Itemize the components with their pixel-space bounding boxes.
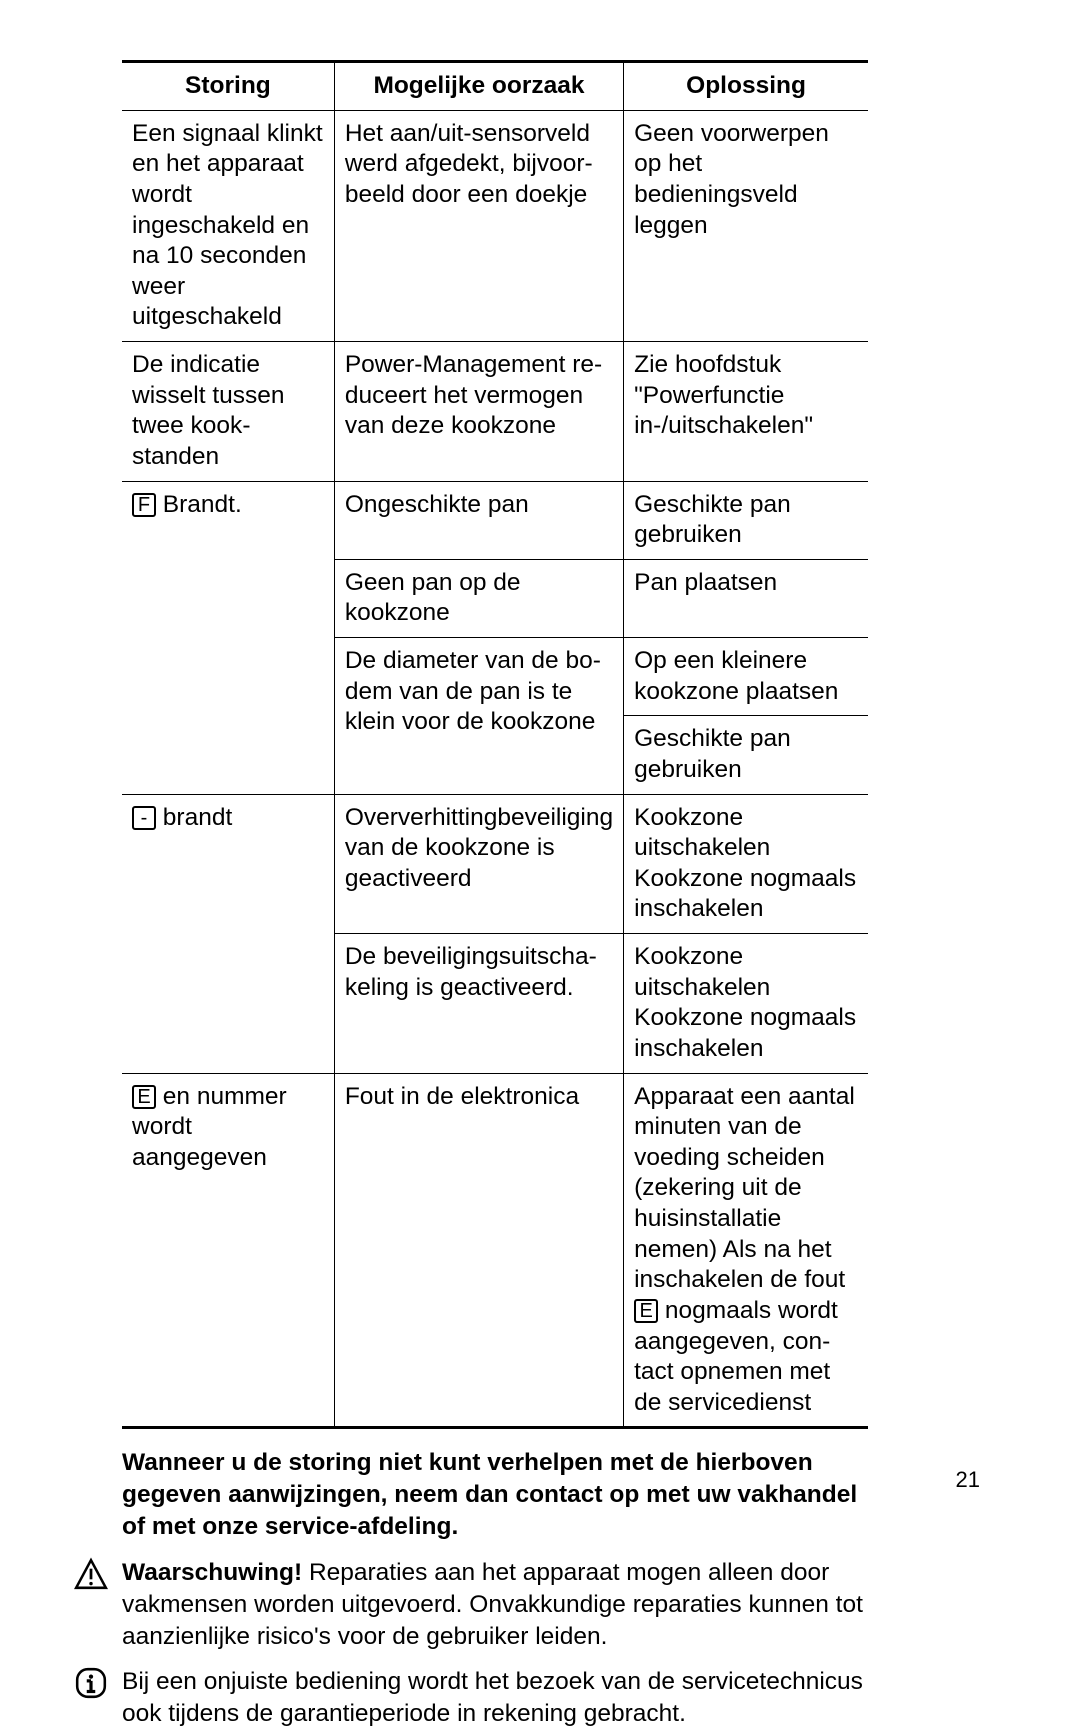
info-text: Bij een onjuiste bediening wordt het bez…	[122, 1666, 868, 1730]
info-roundedrect-icon	[74, 1666, 108, 1700]
cell-storing: E en nummer wordt aangegeven	[122, 1073, 334, 1428]
warning-label: Waarschuwing!	[122, 1559, 302, 1586]
symbol-e-icon: E	[132, 1085, 156, 1109]
oplossing-post: nogmaals wordt aangegeven, con­tact opne…	[634, 1297, 838, 1416]
cell-oorzaak: Geen pan op de kookzo­ne	[334, 559, 623, 637]
warning-note: Waarschuwing! Reparaties aan het apparaa…	[122, 1557, 868, 1653]
cell-storing: De indicatie wisselt tussen twee kook­st…	[122, 342, 334, 482]
cell-oorzaak: Fout in de elektronica	[334, 1073, 623, 1428]
cell-oplossing: Op een kleinere kookzo­ne plaatsen	[624, 638, 868, 716]
table-row: - brandt Oververhittingbeveiliging van d…	[122, 794, 868, 934]
footer-notes: Wanneer u de storing niet kunt verhelpen…	[122, 1447, 868, 1730]
col-header-storing: Storing	[122, 62, 334, 111]
cell-storing-text: Brandt.	[156, 491, 242, 518]
cell-storing-text: brandt	[156, 804, 232, 831]
manual-page: Storing Mogelijke oorzaak Oplossing Een …	[0, 0, 1080, 1529]
cell-oplossing: Geen voorwerpen op het bedieningsveld le…	[624, 110, 868, 341]
cell-storing: - brandt	[122, 794, 334, 1073]
cell-oorzaak: Het aan/uit-sensorveld werd afgedekt, bi…	[334, 110, 623, 341]
table-row: F Brandt. Ongeschikte pan Geschikte pan …	[122, 481, 868, 559]
cell-storing-text: en nummer wordt aangegeven	[132, 1083, 287, 1171]
cell-oplossing: Kookzone uitschakelen Kookzone nogmaals …	[624, 794, 868, 934]
symbol-dash-icon: -	[132, 806, 156, 830]
troubleshooting-table: Storing Mogelijke oorzaak Oplossing Een …	[122, 60, 868, 1429]
col-header-oorzaak: Mogelijke oorzaak	[334, 62, 623, 111]
cell-oplossing: Apparaat een aantal mi­nuten van de voed…	[624, 1073, 868, 1428]
table-row: E en nummer wordt aangegeven Fout in de …	[122, 1073, 868, 1428]
info-note: Bij een onjuiste bediening wordt het bez…	[122, 1666, 868, 1730]
col-header-oplossing: Oplossing	[624, 62, 868, 111]
cell-storing: F Brandt.	[122, 481, 334, 794]
cell-oplossing: Zie hoofdstuk "Power­functie in-/uitscha…	[624, 342, 868, 482]
table-header-row: Storing Mogelijke oorzaak Oplossing	[122, 62, 868, 111]
warning-text-block: Waarschuwing! Reparaties aan het apparaa…	[122, 1557, 868, 1653]
cell-oorzaak: Power-Management re­duceert het vermogen…	[334, 342, 623, 482]
warning-icon	[74, 1557, 122, 1600]
cell-oplossing: Geschikte pan gebruiken	[624, 716, 868, 794]
cell-oplossing: Pan plaatsen	[624, 559, 868, 637]
table-row: Een signaal klinkt en het apparaat wordt…	[122, 110, 868, 341]
symbol-f-icon: F	[132, 493, 156, 517]
cell-oorzaak: Ongeschikte pan	[334, 481, 623, 559]
table-row: De indicatie wisselt tussen twee kook­st…	[122, 342, 868, 482]
cell-oorzaak: Oververhittingbeveiliging van de kookzon…	[334, 794, 623, 934]
oplossing-pre: Apparaat een aantal mi­nuten van de voed…	[634, 1083, 855, 1294]
warning-triangle-icon	[74, 1557, 108, 1591]
cell-oplossing: Kookzone uitschakelen Kookzone nogmaals …	[624, 934, 868, 1074]
cell-oorzaak: De beveiligingsuitscha­keling is geactiv…	[334, 934, 623, 1074]
cell-oorzaak: De diameter van de bo­dem van de pan is …	[334, 638, 623, 795]
page-number: 21	[956, 1467, 980, 1493]
cell-oplossing: Geschikte pan gebruiken	[624, 481, 868, 559]
symbol-e-icon: E	[634, 1299, 658, 1323]
cell-storing: Een signaal klinkt en het apparaat wordt…	[122, 110, 334, 341]
info-icon	[74, 1666, 122, 1709]
